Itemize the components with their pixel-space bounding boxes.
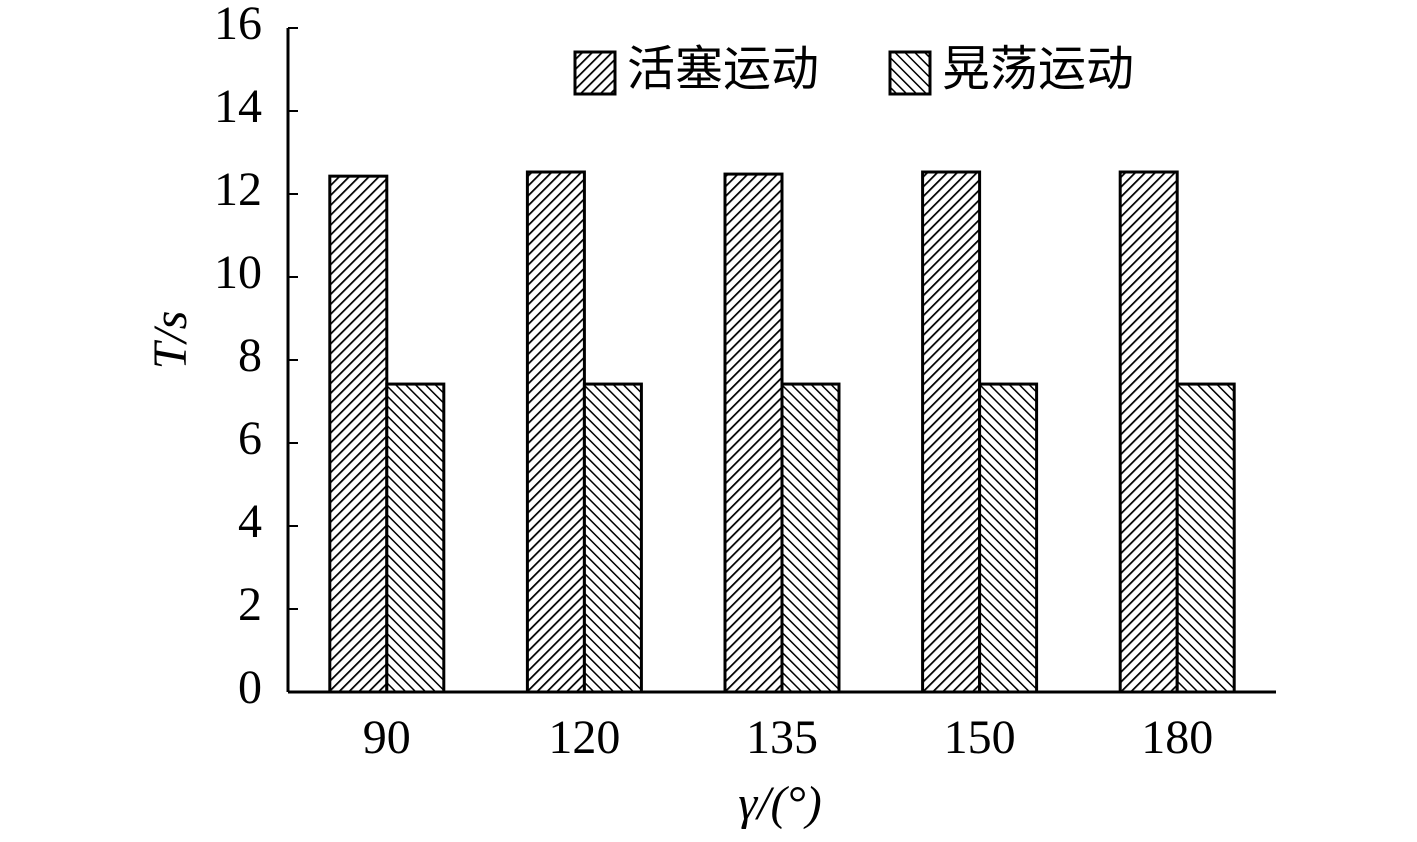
bar (921, 170, 982, 694)
legend-swatch (573, 50, 617, 96)
bar (723, 172, 784, 694)
y-tick-label: 8 (238, 329, 262, 382)
bar (385, 382, 446, 694)
bar (525, 170, 586, 694)
bar (328, 174, 389, 694)
bar (1175, 382, 1236, 694)
x-tick-label: 150 (944, 711, 1016, 764)
x-tick-label: 135 (746, 711, 818, 764)
y-tick-label: 12 (214, 163, 262, 216)
bar (978, 382, 1039, 694)
x-tick-label: 120 (548, 711, 620, 764)
y-axis-label: T/s (144, 311, 197, 370)
y-tick-label: 14 (214, 80, 262, 133)
y-tick-label: 16 (214, 0, 262, 50)
x-tick-label: 90 (363, 711, 411, 764)
legend-swatch (888, 50, 932, 96)
y-tick-label: 6 (238, 412, 262, 465)
x-axis-label: γ/(°) (738, 777, 821, 830)
y-tick-label: 10 (214, 246, 262, 299)
y-tick-label: 2 (238, 578, 262, 631)
x-tick-label: 180 (1141, 711, 1213, 764)
y-tick-label: 0 (238, 661, 262, 714)
legend-label: 晃荡运动 (942, 43, 1134, 96)
bar (780, 382, 841, 694)
bar (1118, 170, 1179, 694)
legend-label: 活塞运动 (627, 43, 819, 96)
bar (582, 382, 643, 694)
y-tick-label: 4 (238, 495, 262, 548)
